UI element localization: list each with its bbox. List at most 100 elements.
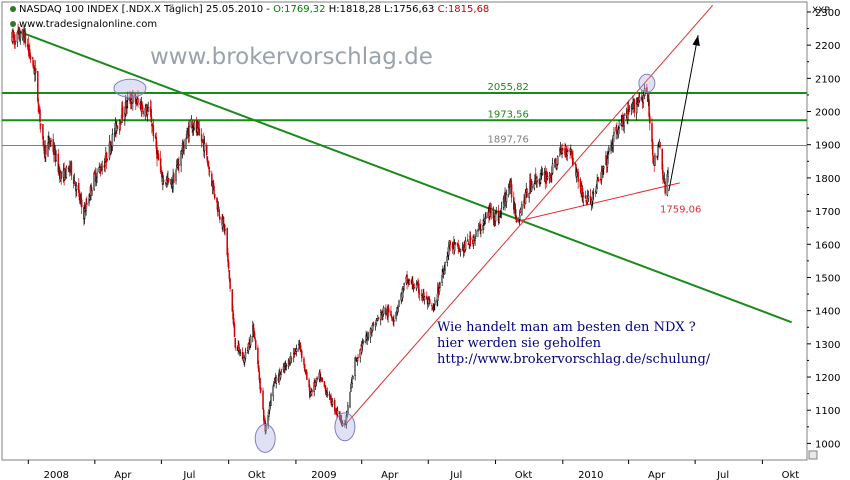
candle-body: [554, 158, 557, 165]
candle-body: [556, 164, 558, 169]
candle-body: [356, 358, 359, 361]
candle-body: [379, 312, 382, 321]
candle-body: [29, 55, 32, 60]
candle-body: [579, 179, 582, 188]
candle-body: [540, 173, 542, 180]
candle-body: [95, 178, 98, 181]
candle-body: [142, 110, 144, 115]
candle-body: [330, 395, 332, 404]
candle-body: [477, 225, 480, 230]
level-labels: 2055,82 1973,56 1897,76 1759,06: [487, 82, 701, 215]
candle-body: [80, 197, 82, 200]
candle-body: [612, 135, 614, 146]
candle-body: [428, 298, 431, 305]
resize-corner-icon: [808, 450, 818, 460]
candle-body: [602, 168, 604, 171]
x-tick-label: Jul: [182, 470, 195, 480]
candle-body: [377, 317, 380, 319]
candle-body: [213, 185, 215, 195]
candle-body: [531, 186, 533, 188]
candle-body: [649, 115, 651, 124]
candle-body: [398, 300, 400, 307]
candle-body: [475, 230, 477, 237]
candle-body: [477, 229, 479, 232]
candle-body: [550, 176, 552, 179]
candle-body: [443, 270, 446, 275]
header-instrument: NASDAQ 100 INDEX [.NDX.X Täglich] 25.05.…: [19, 4, 274, 15]
candle-body: [662, 177, 665, 180]
candle-body: [234, 338, 236, 348]
candle-body: [180, 151, 182, 166]
watermark: www.brokervorschlag.de: [150, 44, 433, 70]
x-tick-label: Jul: [716, 470, 729, 480]
green-trendline: [19, 30, 792, 324]
candle-body: [173, 173, 175, 184]
candle-body: [167, 178, 170, 182]
red-trendline: [515, 182, 680, 223]
candle-body: [227, 261, 230, 269]
candle-body: [483, 218, 486, 222]
candle-body: [336, 410, 339, 415]
candle-body: [284, 366, 286, 370]
candle-body: [628, 109, 631, 112]
chart-header: NASDAQ 100 INDEX [.NDX.X Täglich] 25.05.…: [10, 4, 489, 15]
candle-body: [137, 98, 139, 103]
candle-body: [205, 145, 208, 155]
x-tick-label: Apr: [114, 470, 132, 480]
candle-body: [374, 324, 377, 327]
candle-body: [642, 94, 644, 104]
candle-body: [78, 183, 80, 193]
candle-body: [289, 362, 291, 366]
header-open: O:1769,32: [273, 4, 326, 15]
candle-body: [49, 142, 52, 144]
candle-body: [362, 340, 364, 343]
candle-body: [364, 340, 367, 343]
candle-body: [577, 171, 579, 182]
candle-body: [635, 102, 638, 114]
candle-body: [52, 139, 54, 152]
candle-body: [661, 148, 663, 170]
candle-body: [495, 212, 498, 215]
candle-body: [572, 157, 574, 164]
candle-body: [229, 278, 231, 289]
y-tick-label: 1200: [815, 373, 840, 384]
candle-body: [39, 109, 41, 123]
highlight-circle: [254, 423, 276, 453]
candle-body: [618, 127, 620, 129]
x-tick-label: Jul: [449, 470, 462, 480]
candle-body: [105, 152, 108, 162]
candle-body: [526, 188, 528, 198]
candle-body: [249, 336, 252, 346]
candle-body: [444, 262, 446, 271]
x-tick-label: Okt: [782, 470, 800, 480]
candle-body: [533, 183, 536, 189]
candle-body: [380, 311, 383, 313]
candle-body: [333, 399, 336, 411]
candle-body: [316, 377, 318, 381]
candle-body: [19, 39, 22, 41]
candle-body: [664, 181, 666, 194]
arrow-head-icon: [692, 35, 700, 47]
candle-body: [352, 375, 354, 379]
y-tick-label: 1600: [815, 240, 840, 251]
x-tick-label: Okt: [515, 470, 533, 480]
candle-body: [582, 195, 585, 203]
candle-body: [556, 156, 559, 165]
series-bullet-icon: [10, 6, 16, 12]
candle-body: [226, 227, 228, 256]
candle-body: [238, 343, 240, 349]
candle-body: [663, 179, 666, 182]
candle-body: [208, 167, 210, 170]
candle-body: [69, 169, 71, 172]
candle-body: [228, 270, 231, 279]
candle-body: [135, 103, 138, 105]
candle-body: [93, 172, 95, 190]
candle-body: [126, 101, 128, 107]
candle-body: [587, 195, 590, 199]
candle-body: [50, 140, 52, 143]
candle-body: [606, 158, 609, 168]
candle-body: [178, 163, 180, 166]
candle-body: [222, 216, 225, 225]
candle-body: [514, 204, 517, 217]
